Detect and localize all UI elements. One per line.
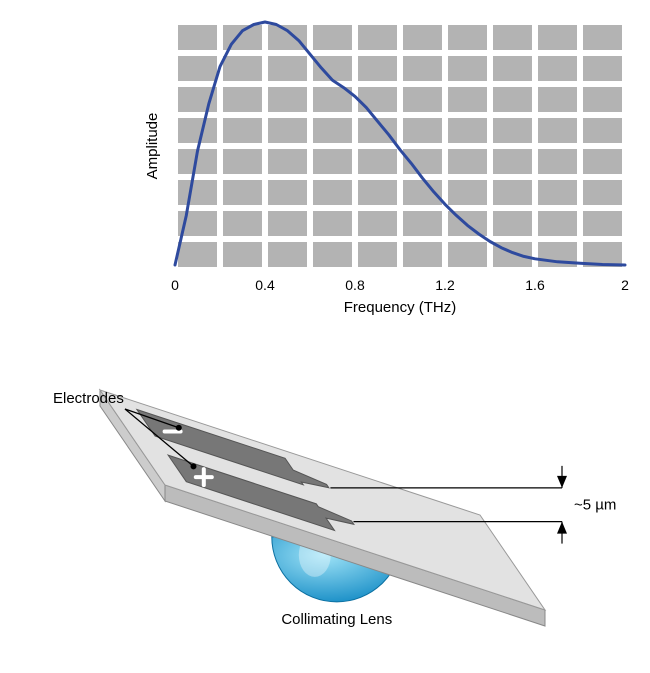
grid-cell bbox=[448, 149, 487, 174]
grid-cell bbox=[358, 87, 397, 112]
grid-cell bbox=[313, 211, 352, 236]
grid-cell bbox=[538, 56, 577, 81]
grid-cell bbox=[448, 25, 487, 50]
grid-cell bbox=[313, 56, 352, 81]
grid-cell bbox=[268, 149, 307, 174]
grid-cell bbox=[268, 87, 307, 112]
x-tick-label: 0.4 bbox=[255, 277, 275, 293]
x-axis-label: Frequency (THz) bbox=[344, 299, 457, 316]
grid-cell bbox=[493, 180, 532, 205]
grid-cell bbox=[583, 149, 622, 174]
grid-cell bbox=[538, 211, 577, 236]
antenna-diagram: Electrodes ~5 µm Collimating Lens bbox=[53, 390, 616, 628]
grid-cell bbox=[313, 180, 352, 205]
grid-cell bbox=[268, 56, 307, 81]
grid-cell bbox=[493, 149, 532, 174]
y-axis-label: Amplitude bbox=[144, 113, 161, 180]
x-tick-label: 1.2 bbox=[435, 277, 455, 293]
grid-cell bbox=[583, 118, 622, 143]
grid-cell bbox=[583, 25, 622, 50]
leader-dot bbox=[176, 425, 182, 431]
grid-cell bbox=[313, 149, 352, 174]
grid-cell bbox=[358, 242, 397, 267]
x-tick-label: 0.8 bbox=[345, 277, 365, 293]
grid-cell bbox=[358, 56, 397, 81]
grid-cell bbox=[268, 25, 307, 50]
grid-cell bbox=[448, 180, 487, 205]
grid-cell bbox=[538, 118, 577, 143]
grid-cell bbox=[403, 56, 442, 81]
grid-cell bbox=[313, 242, 352, 267]
grid-cell bbox=[583, 56, 622, 81]
grid-cell bbox=[493, 118, 532, 143]
grid-cell bbox=[268, 211, 307, 236]
grid-cell bbox=[178, 25, 217, 50]
grid-cell bbox=[223, 56, 262, 81]
grid-cell bbox=[493, 87, 532, 112]
grid-cell bbox=[223, 87, 262, 112]
grid-cell bbox=[448, 87, 487, 112]
grid-cell bbox=[358, 211, 397, 236]
amplitude-chart: 0 0.4 0.8 1.2 1.6 2 Frequency (THz) Amplitude bbox=[144, 22, 629, 316]
grid-cell bbox=[223, 180, 262, 205]
leader-dot bbox=[191, 463, 197, 469]
grid-cell bbox=[493, 56, 532, 81]
figure-svg: 0 0.4 0.8 1.2 1.6 2 Frequency (THz) Amplitude El… bbox=[0, 0, 650, 673]
dim-arrow-icon bbox=[557, 476, 567, 488]
grid-cell bbox=[403, 87, 442, 112]
grid-cell bbox=[538, 87, 577, 112]
electrodes-label: Electrodes bbox=[53, 390, 124, 407]
grid-cell bbox=[403, 118, 442, 143]
grid-cell bbox=[583, 87, 622, 112]
grid-cell bbox=[448, 118, 487, 143]
grid-cell bbox=[178, 118, 217, 143]
grid-cell bbox=[268, 242, 307, 267]
grid-cell bbox=[178, 242, 217, 267]
grid-cell bbox=[538, 180, 577, 205]
lens-label: Collimating Lens bbox=[281, 611, 392, 628]
x-tick-label: 2 bbox=[621, 277, 629, 293]
grid-cell bbox=[403, 25, 442, 50]
grid-cell bbox=[178, 56, 217, 81]
x-tick-label: 0 bbox=[171, 277, 179, 293]
grid-cell bbox=[403, 211, 442, 236]
grid-cell bbox=[313, 25, 352, 50]
grid-cell bbox=[358, 180, 397, 205]
grid-cell bbox=[403, 242, 442, 267]
grid-cell bbox=[538, 149, 577, 174]
grid-cell bbox=[223, 149, 262, 174]
dim-arrow-icon bbox=[557, 522, 567, 534]
grid-cell bbox=[493, 211, 532, 236]
grid-cell bbox=[538, 25, 577, 50]
grid-cell bbox=[268, 180, 307, 205]
grid-cell bbox=[448, 56, 487, 81]
grid-cell bbox=[448, 242, 487, 267]
grid-cell bbox=[583, 180, 622, 205]
x-tick-label: 1.6 bbox=[525, 277, 545, 293]
grid-cell bbox=[268, 118, 307, 143]
grid-cell bbox=[493, 25, 532, 50]
grid-cell bbox=[223, 211, 262, 236]
grid-cell bbox=[178, 180, 217, 205]
grid-cell bbox=[358, 149, 397, 174]
grid-cell bbox=[583, 211, 622, 236]
grid-cell bbox=[313, 118, 352, 143]
gap-label: ~5 µm bbox=[574, 497, 616, 514]
grid-cell bbox=[223, 118, 262, 143]
grid-cell bbox=[358, 25, 397, 50]
grid-cell bbox=[223, 242, 262, 267]
